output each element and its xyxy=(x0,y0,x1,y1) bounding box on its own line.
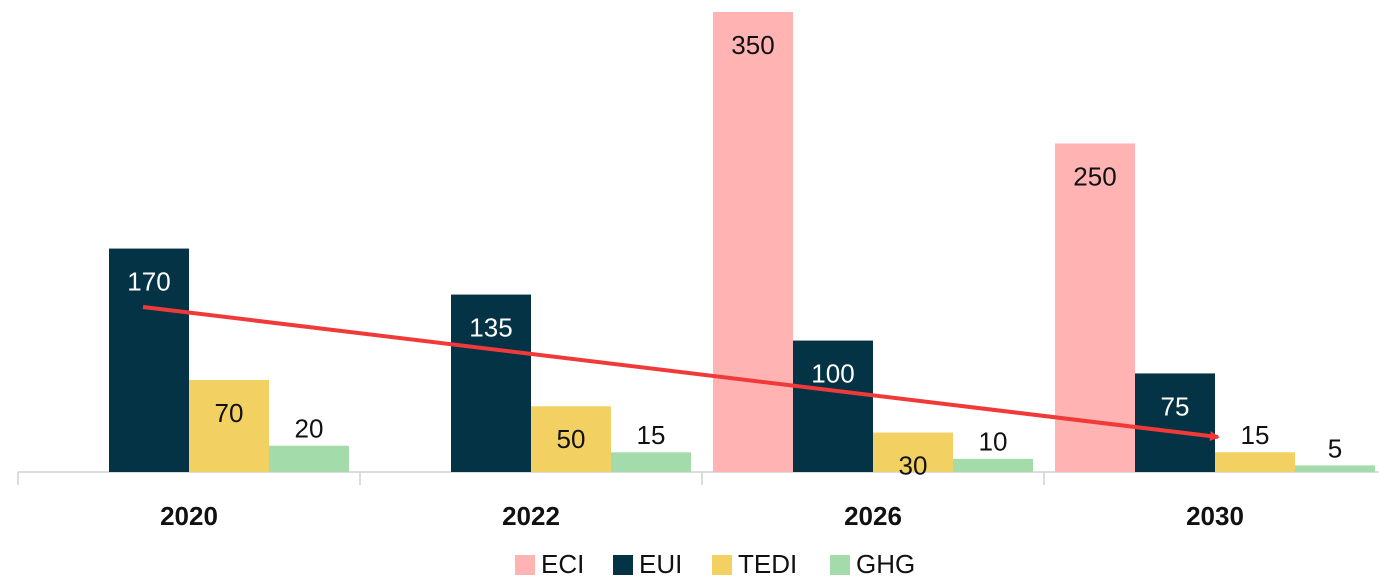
bar xyxy=(953,458,1033,472)
legend-swatch xyxy=(515,555,535,575)
data-label: 15 xyxy=(637,420,666,450)
x-tick-label: 2026 xyxy=(844,501,902,531)
data-label: 75 xyxy=(1161,391,1190,421)
legend-swatch xyxy=(712,555,732,575)
data-label: 20 xyxy=(295,414,324,444)
data-label: 50 xyxy=(557,424,586,454)
trend-arrow xyxy=(142,305,1220,442)
data-label: 170 xyxy=(127,266,170,296)
x-tick-label: 2022 xyxy=(502,501,560,531)
bar xyxy=(109,248,189,472)
plot-area: 2020 2022 2026 2030 170 70 20 135 50 15 350 100 30 10… xyxy=(17,12,1379,579)
x-tick-label: 2020 xyxy=(160,501,218,531)
bar xyxy=(1295,465,1375,472)
data-label: 70 xyxy=(215,398,244,428)
legend-label: GHG xyxy=(856,549,915,579)
bar xyxy=(269,445,349,472)
legend-label: TEDI xyxy=(738,549,797,579)
bar xyxy=(451,294,531,472)
bar xyxy=(611,452,691,472)
bar xyxy=(531,406,611,472)
data-label: 100 xyxy=(811,358,854,388)
bar xyxy=(793,340,873,472)
data-label: 30 xyxy=(899,450,928,480)
bar xyxy=(1215,452,1295,472)
bar xyxy=(873,432,953,472)
data-label: 10 xyxy=(979,427,1008,457)
bar xyxy=(1135,373,1215,472)
data-label: 5 xyxy=(1328,433,1342,463)
bar xyxy=(189,380,269,472)
legend-swatch xyxy=(830,555,850,575)
legend-label: EUI xyxy=(639,549,682,579)
data-label: 15 xyxy=(1241,420,1270,450)
data-label: 135 xyxy=(469,312,512,342)
data-label: 350 xyxy=(731,30,774,60)
bar xyxy=(713,12,793,472)
x-tick-label: 2030 xyxy=(1186,501,1244,531)
data-label: 250 xyxy=(1073,161,1116,191)
legend-swatch xyxy=(613,555,633,575)
legend-label: ECI xyxy=(541,549,584,579)
